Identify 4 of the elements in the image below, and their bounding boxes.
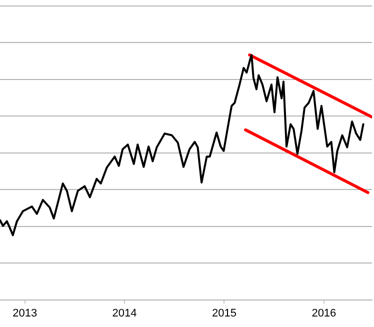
x-tick-label: 2015: [212, 307, 236, 320]
x-tick-label: 2014: [112, 307, 137, 320]
x-tick-label: 2016: [312, 307, 336, 320]
x-tick-label: 2013: [12, 307, 38, 320]
